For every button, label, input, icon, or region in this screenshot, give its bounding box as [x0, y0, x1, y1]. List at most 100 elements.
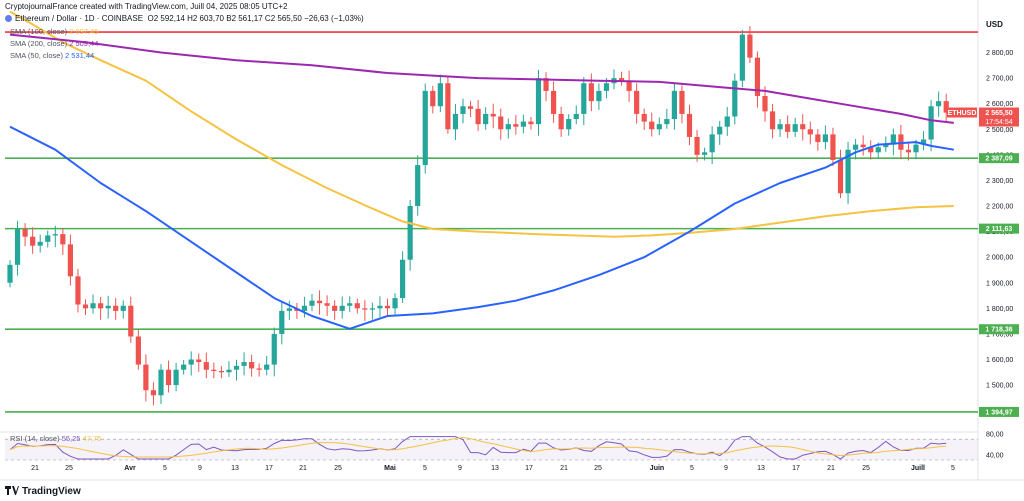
header-symbol[interactable]: Ethereum / Dollar · 1D · COINBASE O2 592… [5, 14, 364, 23]
y-tick-label: 2 300,00 [986, 178, 1013, 185]
candle-body [792, 124, 798, 132]
candle-body [860, 144, 866, 148]
legend-value: 2 531,44 [65, 51, 95, 60]
x-tick-label: Juin [650, 465, 664, 472]
candle-body [905, 149, 912, 153]
candle-body [875, 147, 881, 153]
candle-body [90, 303, 96, 309]
legend-sma200[interactable]: SMA (200, close) 2 509,44 [10, 39, 98, 48]
legend-label: SMA (200, close) [10, 39, 68, 48]
symbol-line: Ethereum / Dollar · 1D · COINBASE [15, 14, 144, 23]
ethereum-icon [5, 15, 12, 22]
candle-body [853, 144, 859, 150]
candle-body [271, 333, 277, 365]
candle-body [233, 365, 240, 370]
rsi-tick-label: 40,00 [986, 452, 1004, 459]
candle-body [279, 310, 285, 334]
candle-body [913, 144, 919, 153]
sma100-line [9, 10, 954, 238]
candle-body [837, 159, 844, 194]
last-price-tag [979, 107, 1019, 127]
rsi-line [9, 436, 947, 460]
candle-body [422, 90, 428, 166]
candle-body [430, 90, 436, 107]
candle-body [603, 83, 610, 91]
candle-body [800, 124, 806, 130]
candle-body [369, 308, 375, 310]
candle-body [845, 149, 851, 194]
candle-body [437, 83, 443, 107]
y-tick-label: 2 600,00 [986, 101, 1013, 108]
candle-body [754, 57, 761, 97]
candle-body [445, 83, 451, 130]
candle-body [528, 121, 534, 125]
legend-value: 2 509,44 [69, 39, 99, 48]
candle-body [354, 303, 360, 309]
candle-body [634, 90, 640, 114]
candle-body [196, 359, 202, 363]
candle-body [566, 119, 572, 130]
rsi-tick-label: 80,00 [986, 432, 1004, 439]
candle-body [702, 152, 708, 155]
candle-body [558, 113, 564, 130]
candle-body [822, 134, 828, 143]
candle-body [188, 359, 194, 365]
candle-body [332, 305, 338, 311]
candle-body [226, 369, 232, 373]
price-level-label: 1 394,97 [985, 409, 1012, 416]
candle-body [37, 241, 43, 246]
candle-body [98, 303, 104, 309]
y-tick-label: 2 800,00 [986, 50, 1013, 57]
candle-body [626, 80, 632, 91]
candle-body [105, 305, 111, 309]
candle-body [158, 369, 164, 396]
candle-body [747, 34, 753, 58]
currency-label[interactable]: USD [986, 20, 1003, 29]
candle-body [211, 369, 217, 372]
x-tick-label: 25 [862, 465, 870, 472]
candle-body [769, 111, 776, 130]
candle-body [384, 305, 391, 309]
candle-body [709, 134, 715, 153]
x-tick-label: Juill [911, 465, 925, 472]
x-tick-label: 17 [265, 465, 273, 472]
candle-body [301, 305, 308, 311]
candle-body [694, 136, 700, 155]
candle-body [664, 119, 670, 125]
candle-body [551, 90, 557, 114]
sma200-line [9, 33, 954, 124]
candle-body [483, 113, 489, 125]
candle-body [943, 101, 949, 113]
candle-body [460, 106, 466, 114]
y-tick-label: 2 500,00 [986, 127, 1013, 134]
candle-body [573, 113, 579, 120]
candle-body [181, 364, 187, 370]
candle-body [498, 116, 504, 130]
candle-body [309, 300, 315, 306]
candle-body [520, 121, 526, 127]
candle-body [45, 235, 51, 242]
y-tick-label: 1 700,00 [986, 331, 1013, 338]
y-tick-label: 1 500,00 [986, 383, 1013, 390]
candle-body [203, 362, 209, 370]
candle-body [264, 364, 270, 370]
legend-sma50[interactable]: SMA (50, close) 2 531,44 [10, 51, 94, 60]
candle-body [535, 78, 542, 125]
y-tick-label: 2 700,00 [986, 76, 1013, 83]
legend-sma100[interactable]: SMA (100, close) 2 097,45 [10, 27, 98, 36]
x-tick-label: 5 [690, 465, 694, 472]
price-level-label: 2 387,09 [985, 156, 1012, 163]
candle-body [249, 362, 255, 369]
candle-body [868, 147, 874, 153]
candle-body [671, 90, 677, 120]
x-tick-label: 21 [827, 465, 835, 472]
candle-body [415, 165, 421, 207]
candle-body [400, 259, 406, 299]
x-tick-label: 25 [334, 465, 342, 472]
x-tick-label: 25 [594, 465, 602, 472]
candle-body [920, 139, 927, 145]
candle-body [588, 83, 594, 102]
candle-body [173, 369, 179, 386]
y-tick-label: 1 900,00 [986, 280, 1013, 287]
